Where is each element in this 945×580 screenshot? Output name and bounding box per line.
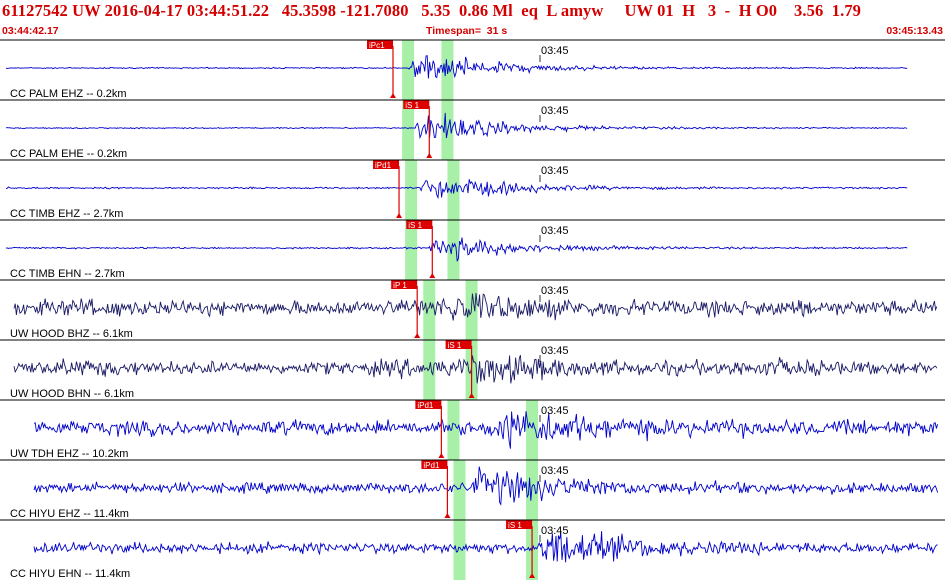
pick-window <box>453 520 466 580</box>
end-time: 03:45:13.43 <box>886 25 943 37</box>
pick-flag <box>391 280 418 289</box>
minute-tick-label: 03:45 <box>541 465 569 477</box>
pick-window <box>447 400 460 460</box>
trace-label: CC HIYU EHZ -- 11.4km <box>10 508 129 520</box>
pick-label: iS 1 <box>408 221 422 230</box>
pick-window <box>423 340 436 400</box>
pick-label: iPc1 <box>369 41 385 50</box>
pick-window <box>447 220 460 280</box>
pick-flag <box>366 40 393 49</box>
pick-arrow <box>438 453 445 458</box>
pick-label: iS 1 <box>448 341 462 350</box>
minute-tick-label: 03:45 <box>541 285 569 297</box>
trace-label: UW HOOD BHZ -- 6.1km <box>10 328 133 340</box>
minute-tick-label: 03:45 <box>541 225 569 237</box>
pick-window <box>405 160 418 220</box>
pick-label: iPd1 <box>417 401 434 410</box>
waveform-trace <box>33 466 939 506</box>
pick-label: iP 1 <box>393 281 407 290</box>
pick-flag <box>506 520 533 529</box>
pick-arrow <box>429 273 436 278</box>
trace-label: UW HOOD BHN -- 6.1km <box>10 388 134 400</box>
trace-label: CC PALM EHE -- 0.2km <box>10 148 127 160</box>
pick-flag <box>421 460 448 469</box>
trace-label: CC HIYU EHN -- 11.4km <box>10 568 130 580</box>
pick-window <box>423 280 436 340</box>
pick-window <box>402 100 415 160</box>
pick-window <box>402 40 415 100</box>
waveform-trace <box>5 179 908 200</box>
pick-arrow <box>529 573 536 578</box>
pick-arrow <box>389 93 396 98</box>
pick-label: iS 1 <box>405 101 419 110</box>
pick-label: iS 1 <box>508 521 522 530</box>
waveform-trace <box>13 292 938 321</box>
timespan-label: Timespan= 31 s <box>426 25 508 37</box>
start-time: 03:44:42.17 <box>2 25 59 37</box>
pick-label: iPd1 <box>375 161 392 170</box>
waveform-trace <box>5 55 908 79</box>
pick-window <box>405 220 418 280</box>
pick-arrow <box>426 153 433 158</box>
minute-tick-label: 03:45 <box>541 345 569 357</box>
pick-window <box>526 400 539 460</box>
pick-window <box>453 460 466 520</box>
trace-label: CC TIMB EHN -- 2.7km <box>10 268 125 280</box>
waveform-trace <box>33 411 939 449</box>
pick-flag <box>445 340 472 349</box>
event-header: 61127542 UW 2016-04-17 03:44:51.22 45.35… <box>0 0 945 40</box>
pick-arrow <box>444 513 451 518</box>
minute-tick-label: 03:45 <box>541 165 569 177</box>
pick-flag <box>373 160 400 169</box>
pick-arrow <box>468 393 475 398</box>
pick-label: iPd1 <box>423 461 440 470</box>
waveform-trace <box>5 237 908 262</box>
pick-flag <box>415 400 442 409</box>
pick-arrow <box>414 333 421 338</box>
pick-flag <box>403 100 430 109</box>
minute-tick-label: 03:45 <box>541 525 569 537</box>
trace-label: CC PALM EHZ -- 0.2km <box>10 88 127 100</box>
pick-arrow <box>396 213 403 218</box>
pick-flag <box>406 220 433 229</box>
waveform-trace <box>33 531 938 563</box>
minute-tick-label: 03:45 <box>541 405 569 417</box>
trace-label: UW TDH EHZ -- 10.2km <box>10 448 128 460</box>
minute-tick-label: 03:45 <box>541 105 569 117</box>
minute-tick-label: 03:45 <box>541 45 569 57</box>
waveform-trace <box>13 354 938 384</box>
event-summary: 61127542 UW 2016-04-17 03:44:51.22 45.35… <box>2 1 862 20</box>
trace-label: CC TIMB EHZ -- 2.7km <box>10 208 123 220</box>
waveform-trace <box>5 112 908 140</box>
